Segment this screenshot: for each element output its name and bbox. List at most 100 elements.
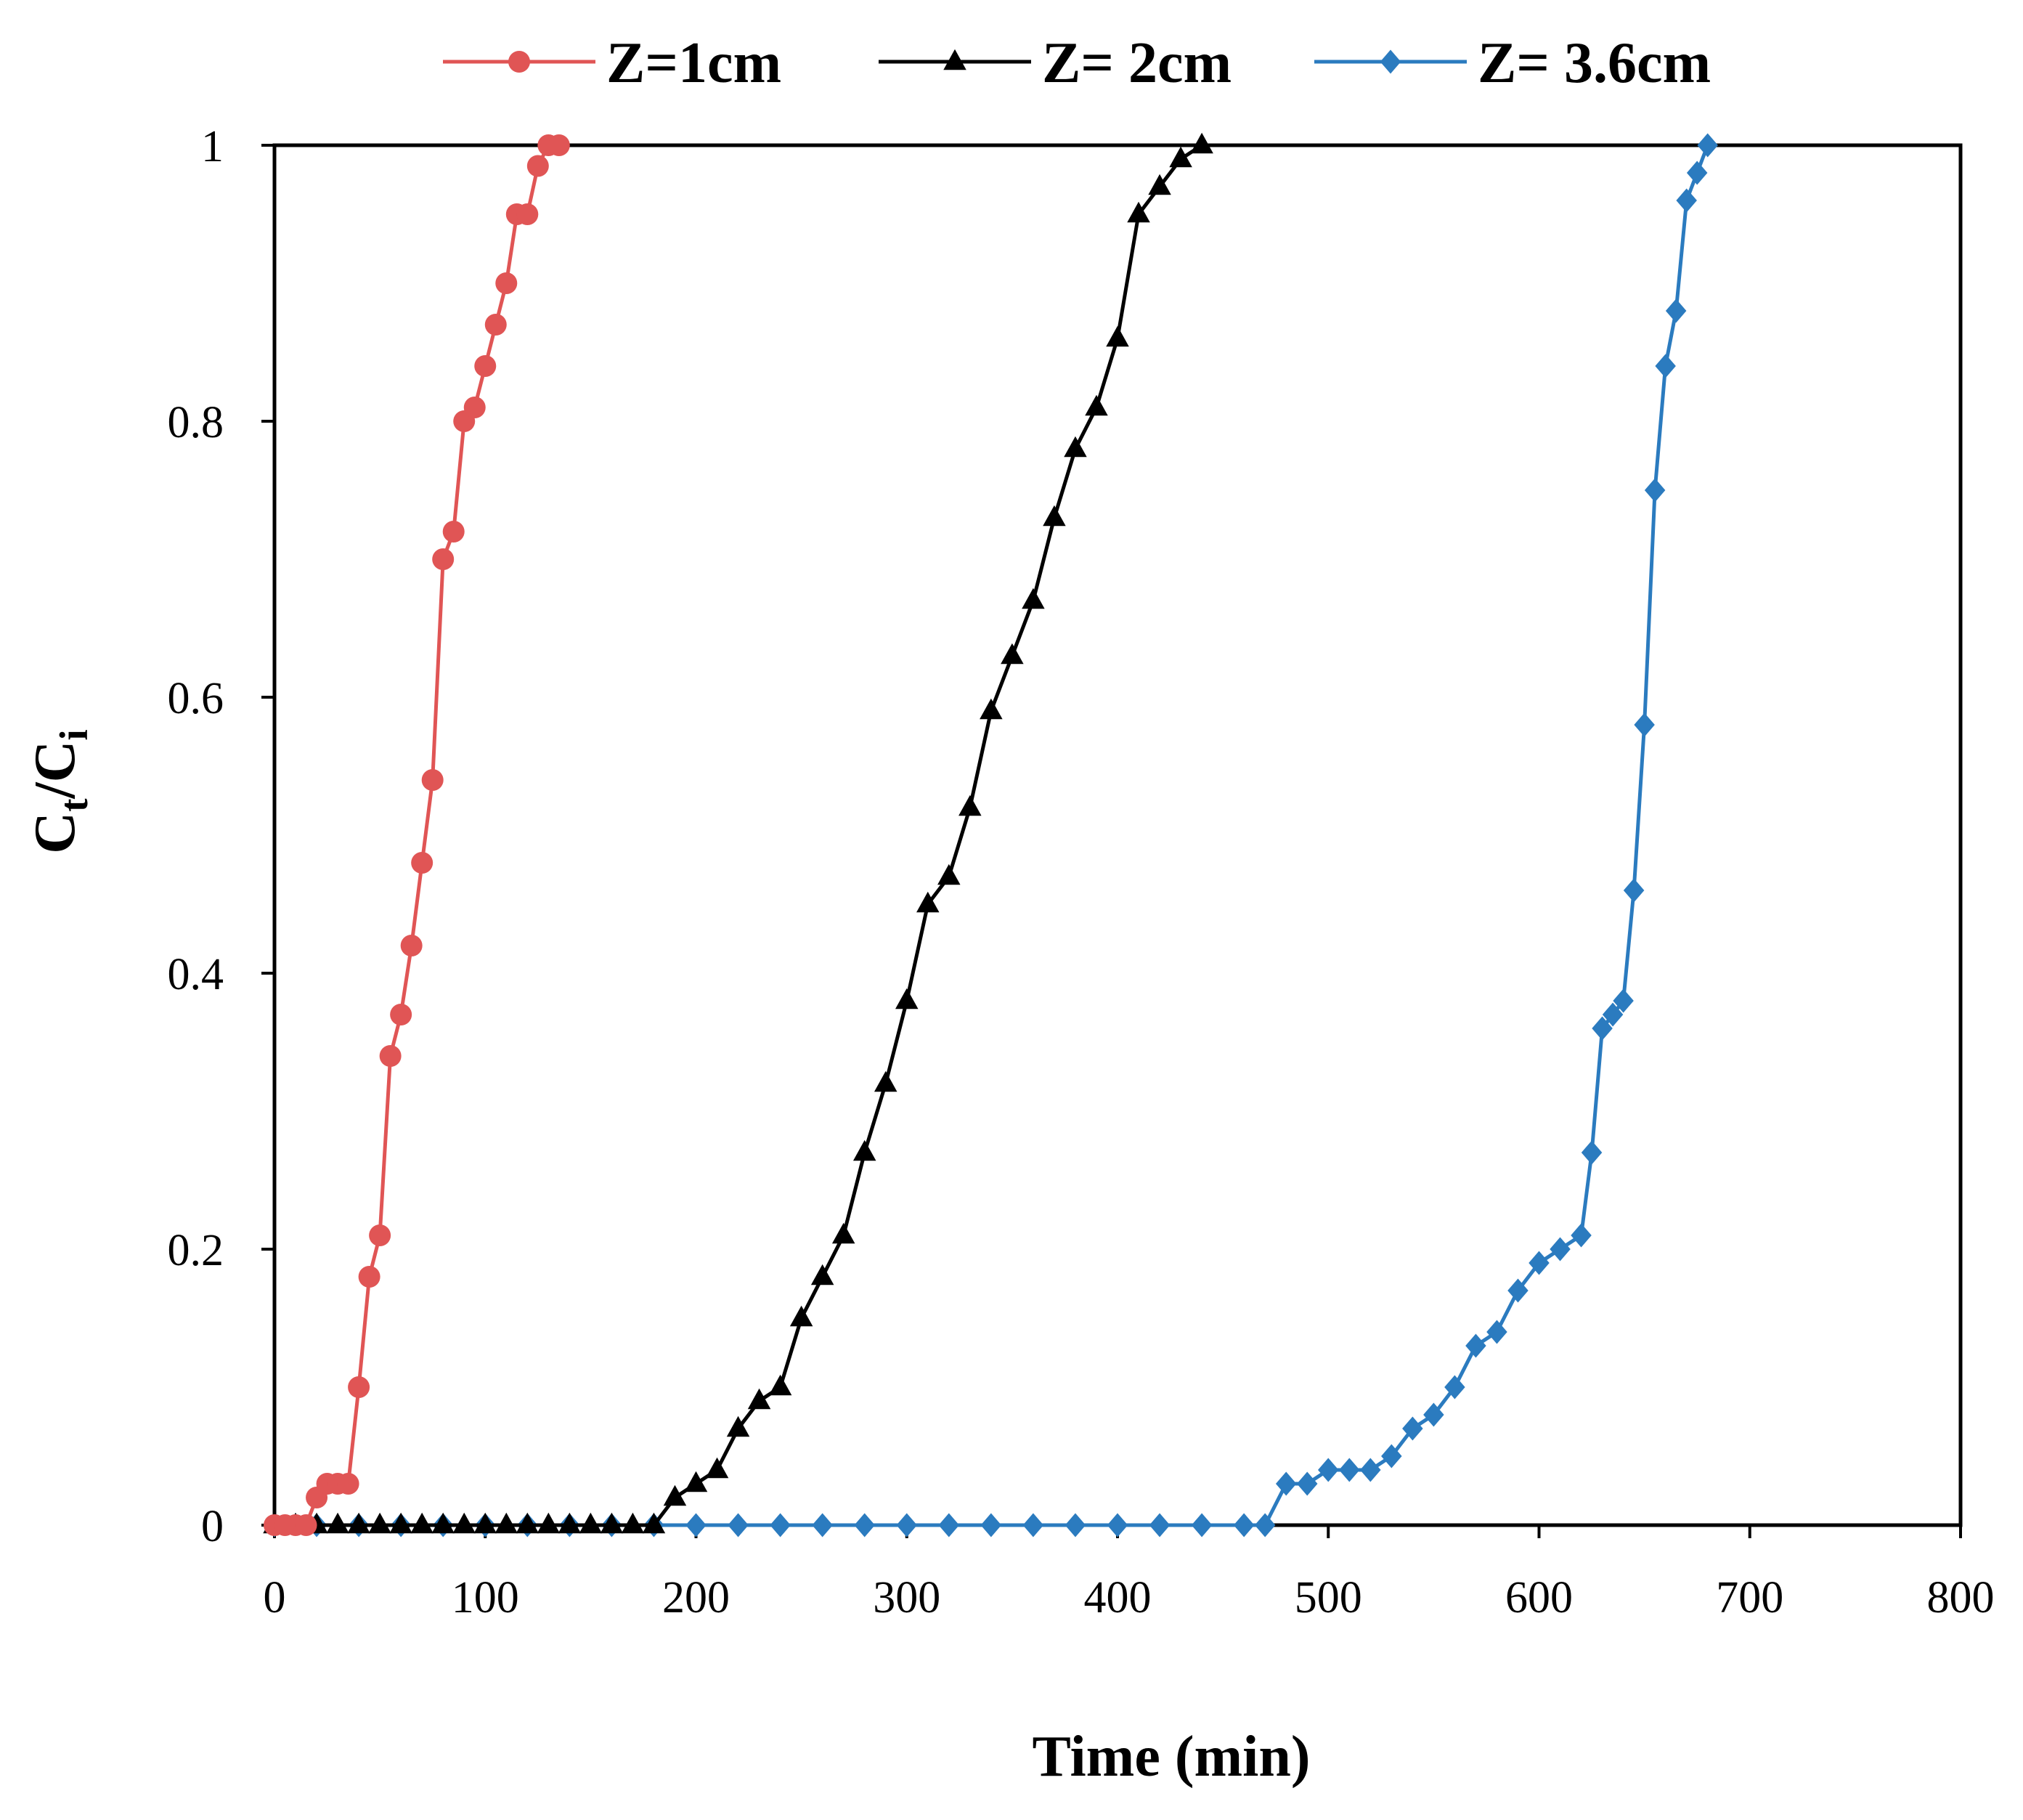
data-point — [1486, 1320, 1507, 1344]
data-point — [663, 1484, 687, 1506]
data-point — [1665, 298, 1687, 323]
legend: Z=1cm Z= 2cm Z= 3.6cm — [443, 31, 1711, 95]
data-point — [1085, 394, 1108, 416]
data-point — [473, 1512, 497, 1534]
data-point — [916, 891, 940, 913]
y-tick-label: 0 — [201, 1502, 224, 1551]
data-point — [1676, 188, 1697, 213]
legend-marker — [943, 49, 966, 70]
data-point — [874, 1071, 897, 1092]
data-point — [1444, 1375, 1465, 1399]
y-label-sub2: i — [52, 729, 96, 740]
data-point — [494, 1512, 518, 1534]
legend-label: Z= 3.6cm — [1478, 31, 1711, 95]
y-label-slash: / — [23, 781, 87, 800]
data-point — [1381, 1444, 1402, 1468]
data-point — [421, 769, 444, 791]
y-label-base2: C — [23, 741, 87, 783]
data-point — [358, 1266, 380, 1288]
data-point — [852, 1139, 876, 1161]
x-tick-label: 300 — [873, 1573, 940, 1622]
data-point — [1127, 201, 1150, 223]
data-point — [1296, 1471, 1318, 1496]
data-point — [770, 1513, 791, 1537]
data-point — [495, 272, 518, 294]
x-tick-label: 200 — [662, 1573, 730, 1622]
plot-area — [263, 132, 1718, 1537]
data-point — [442, 521, 465, 543]
data-point — [526, 155, 549, 177]
data-point — [1065, 1513, 1086, 1537]
y-label-sub1: t — [52, 798, 96, 812]
data-point — [1634, 712, 1655, 737]
data-point — [621, 1512, 645, 1534]
data-point — [896, 1513, 917, 1537]
data-point — [1602, 1002, 1624, 1027]
data-point — [1592, 1016, 1613, 1041]
data-point — [379, 1045, 402, 1067]
data-point — [579, 1512, 603, 1534]
data-point — [431, 1512, 455, 1534]
data-point — [348, 1376, 370, 1398]
data-point — [1339, 1458, 1360, 1482]
y-tick-label: 0.2 — [168, 1226, 224, 1275]
data-point — [1507, 1278, 1529, 1303]
data-point — [452, 1512, 476, 1534]
data-point — [980, 1513, 1002, 1537]
data-point — [463, 397, 486, 418]
data-point — [1655, 354, 1676, 378]
data-point — [1107, 1513, 1128, 1537]
data-point — [516, 203, 539, 225]
data-point — [1022, 1513, 1044, 1537]
series-line — [274, 143, 1203, 1527]
data-point — [980, 698, 1003, 720]
data-point — [938, 1513, 960, 1537]
data-point — [1360, 1458, 1381, 1482]
data-point — [789, 1305, 813, 1327]
data-point — [1191, 1513, 1213, 1537]
legend-item: Z= 3.6cm — [1314, 31, 1711, 95]
data-point — [432, 548, 455, 570]
data-point — [937, 864, 961, 885]
data-point — [390, 1004, 412, 1025]
x-tick-label: 400 — [1084, 1573, 1152, 1622]
data-point — [642, 1512, 666, 1534]
data-point — [1149, 1513, 1171, 1537]
data-point — [410, 1512, 434, 1534]
x-tick-label: 100 — [452, 1573, 519, 1622]
data-point — [600, 1512, 624, 1534]
y-tick-label: 1 — [201, 122, 224, 171]
data-point — [369, 1224, 391, 1246]
x-tick-label: 800 — [1927, 1573, 1995, 1622]
y-tick-label: 0.6 — [168, 674, 224, 723]
legend-label: Z= 2cm — [1042, 31, 1232, 95]
data-point — [810, 1264, 834, 1285]
data-point — [1043, 505, 1066, 527]
x-axis-label: Time (min) — [1033, 1725, 1311, 1789]
data-point — [728, 1513, 749, 1537]
x-tick-label: 500 — [1295, 1573, 1362, 1622]
data-point — [389, 1512, 412, 1534]
plot-frame — [272, 143, 1963, 1527]
data-point — [368, 1512, 391, 1534]
data-point — [1571, 1223, 1592, 1248]
data-point — [1148, 174, 1171, 195]
data-point — [516, 1512, 540, 1534]
data-point — [295, 1514, 317, 1536]
legend-marker — [1380, 49, 1401, 74]
data-point — [684, 1471, 708, 1492]
data-point — [1001, 643, 1024, 665]
legend-item: Z=1cm — [443, 31, 781, 95]
data-point — [558, 1512, 582, 1534]
legend-label: Z=1cm — [606, 31, 781, 95]
data-point — [1064, 436, 1087, 458]
data-point — [1402, 1416, 1423, 1441]
data-point — [1022, 588, 1045, 609]
data-point — [1233, 1513, 1255, 1537]
y-axis-label: Ct/Ci — [23, 729, 96, 853]
data-point — [1550, 1237, 1571, 1262]
x-tick-label: 0 — [264, 1573, 286, 1622]
data-point — [484, 314, 507, 336]
data-point — [958, 795, 982, 816]
